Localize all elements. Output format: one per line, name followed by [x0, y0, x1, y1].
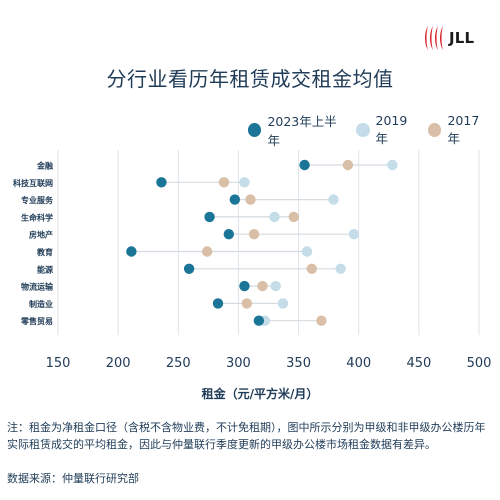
legend-label-2023h1: 2023年上半年 [267, 114, 337, 148]
point-s2-4 [248, 229, 260, 240]
category-label-4: 房地产 [29, 230, 53, 240]
point-s2-3 [288, 211, 299, 223]
point-s2-8 [241, 298, 253, 309]
legend-label-2019: 2019年 [375, 113, 408, 146]
point-s2-0 [342, 159, 354, 171]
point-s1-7 [270, 280, 281, 292]
point-s0-3 [204, 211, 215, 223]
point-s2-6 [306, 263, 318, 274]
point-s0-4 [223, 229, 235, 240]
point-s2-2 [245, 194, 256, 205]
category-label-6: 能源 [37, 264, 53, 274]
legend-swatch-2023h1 [248, 123, 262, 137]
legend-item-2017: 2017年 [428, 113, 490, 147]
chart-legend: 2023年上半年 2019年 2017年 [248, 113, 500, 148]
point-s2-5 [201, 246, 213, 257]
x-tick-label-450: 450 [406, 356, 431, 371]
legend-label-2017: 2017年 [447, 113, 480, 146]
category-label-2: 专业服务 [21, 195, 54, 205]
dumbbell-chart: 150 200 250 300 350 400 450 500 租金（元/平方米/月） 金融科技互… [13, 150, 492, 401]
logo-text: JLL [449, 29, 475, 47]
x-tick-label-350: 350 [286, 356, 311, 371]
jll-logo: JLL [422, 23, 484, 53]
point-s1-0 [387, 159, 398, 171]
category-label-9: 零售贸易 [20, 316, 53, 326]
point-s1-3 [269, 211, 280, 223]
point-s1-8 [277, 298, 289, 309]
legend-swatch-2017 [428, 123, 442, 137]
chart-title: 分行业看历年租赁成交租金均值 [106, 67, 394, 91]
x-tick-label-300: 300 [226, 356, 251, 371]
point-s0-5 [126, 246, 137, 257]
x-tick-label-200: 200 [106, 356, 131, 371]
point-s1-4 [348, 229, 360, 240]
legend-item-2019: 2019年 [356, 113, 418, 147]
point-s1-5 [301, 246, 313, 257]
legend-item-2023h1: 2023年上半年 [248, 111, 346, 149]
point-s2-7 [257, 280, 268, 292]
x-axis-label: 租金（元/平方米/月） [202, 386, 319, 401]
point-s1-2 [328, 194, 339, 205]
point-s0-8 [212, 298, 224, 309]
point-s1-6 [335, 263, 346, 274]
point-s1-1 [239, 177, 250, 188]
footnote-text: 注：租金为净租金口径（含税不含物业费，不计免租期），图中所示分别为甲级和非甲级办… [7, 421, 486, 451]
x-tick-label-150: 150 [46, 356, 71, 371]
x-tick-label-250: 250 [166, 356, 191, 371]
category-label-3: 生命科学 [21, 212, 53, 222]
point-s0-2 [229, 194, 241, 205]
point-s2-9 [316, 315, 327, 326]
point-s0-9 [253, 315, 265, 326]
category-label-5: 教育 [36, 247, 53, 257]
category-label-8: 制造业 [29, 299, 53, 309]
x-tick-label-400: 400 [346, 356, 371, 371]
jll-logo-mark-icon [425, 26, 443, 50]
point-s0-6 [183, 263, 195, 274]
legend-swatch-2019 [356, 123, 370, 137]
category-label-7: 物流运输 [21, 282, 54, 292]
source-text: 数据来源：仲量联行研究部 [7, 472, 139, 485]
point-s2-1 [218, 177, 230, 188]
point-s0-1 [156, 177, 167, 188]
category-label-0: 金融 [36, 161, 53, 171]
point-s0-7 [239, 280, 250, 292]
point-s0-0 [299, 159, 310, 171]
x-tick-label-500: 500 [467, 356, 492, 371]
category-label-1: 科技互联网 [13, 178, 53, 188]
